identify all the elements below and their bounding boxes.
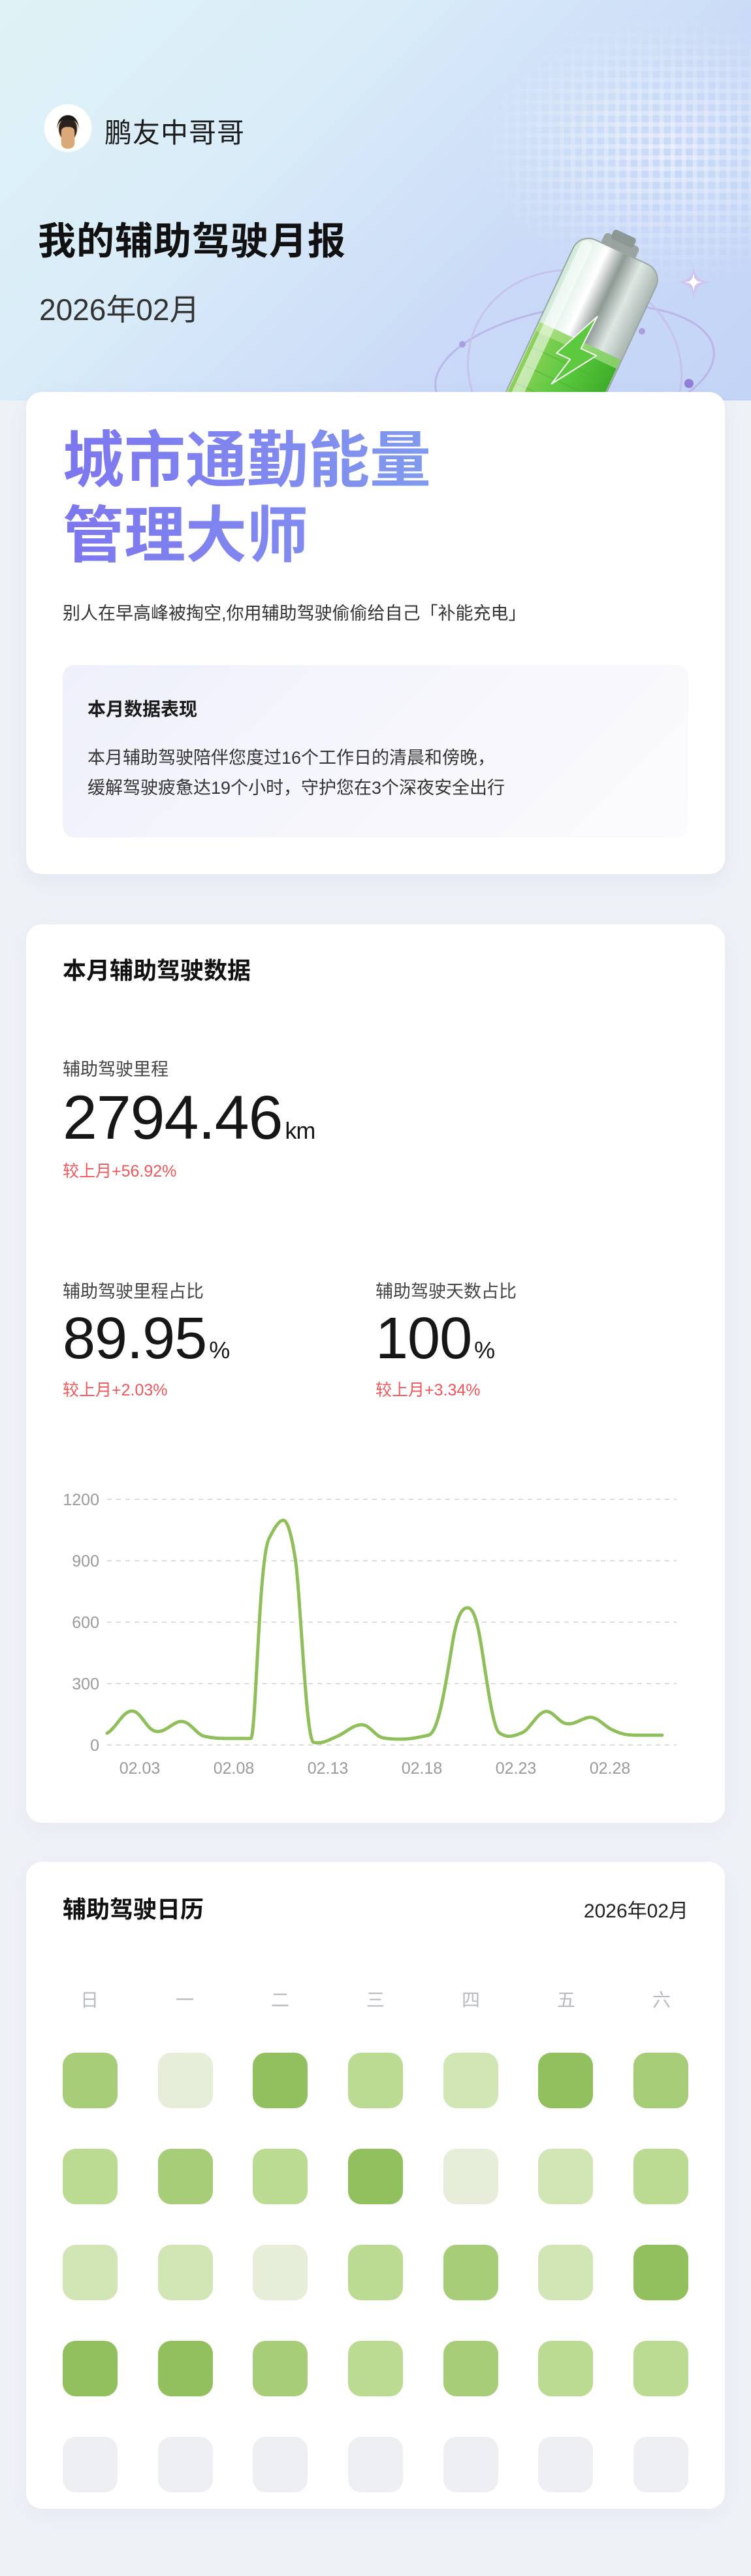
svg-text:02.13: 02.13 <box>308 1759 349 1778</box>
svg-text:02.03: 02.03 <box>120 1759 161 1778</box>
svg-text:300: 300 <box>72 1675 99 1693</box>
svg-text:02.23: 02.23 <box>496 1759 537 1778</box>
svg-text:02.08: 02.08 <box>214 1759 255 1778</box>
svg-text:0: 0 <box>90 1736 99 1755</box>
svg-text:1200: 1200 <box>63 1491 99 1509</box>
svg-text:900: 900 <box>72 1552 99 1571</box>
svg-text:02.28: 02.28 <box>590 1759 631 1778</box>
svg-text:02.18: 02.18 <box>402 1759 443 1778</box>
svg-text:600: 600 <box>72 1614 99 1632</box>
